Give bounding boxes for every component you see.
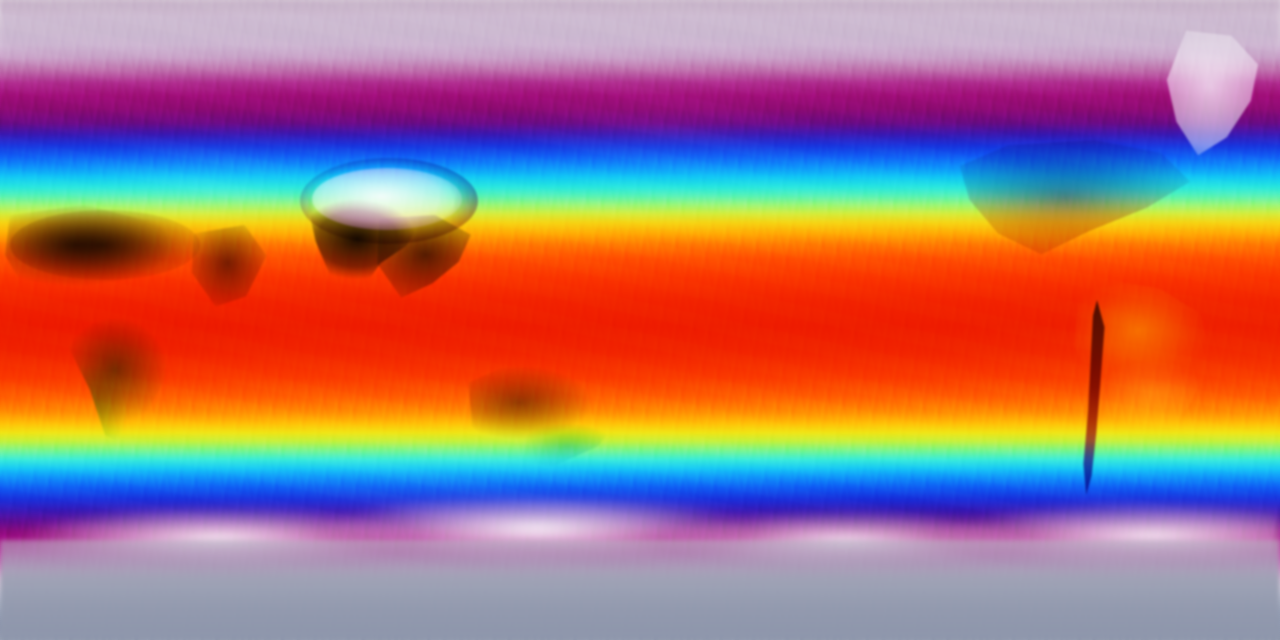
image-softening-pass xyxy=(0,0,1280,640)
global-temperature-map xyxy=(0,0,1280,640)
